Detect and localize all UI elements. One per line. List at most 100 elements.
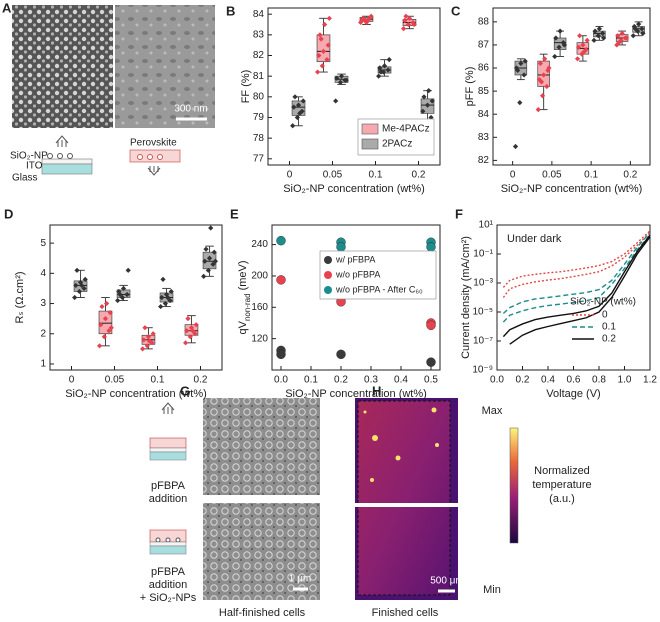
point bbox=[338, 73, 345, 79]
point bbox=[522, 58, 528, 64]
colorbar-min: Min bbox=[483, 584, 501, 596]
point bbox=[317, 32, 323, 38]
x-tick-label: 0.05 bbox=[323, 170, 343, 181]
legend-swatch bbox=[361, 123, 379, 135]
point bbox=[294, 114, 300, 121]
sem-image bbox=[203, 398, 320, 495]
point bbox=[576, 44, 582, 50]
point bbox=[276, 235, 286, 246]
point bbox=[160, 276, 166, 282]
x-tick-label: 0.2 bbox=[194, 375, 208, 386]
y-tick-label: 4 bbox=[40, 268, 46, 279]
point bbox=[147, 338, 153, 344]
point bbox=[426, 88, 432, 94]
y-axis-label: pFF (%) bbox=[464, 67, 476, 107]
x-tick-label: 0.0 bbox=[490, 375, 504, 386]
colorbar bbox=[509, 427, 519, 544]
plot-frame bbox=[492, 7, 651, 166]
point bbox=[553, 35, 559, 41]
point bbox=[73, 282, 79, 289]
point bbox=[206, 255, 213, 261]
panel-f: F 10⁻⁹ 10⁻⁷ 10⁻⁵ 10⁻³ 10⁻¹ 10¹ Current density … bbox=[455, 206, 657, 399]
line bbox=[502, 232, 651, 314]
point bbox=[360, 15, 366, 21]
point bbox=[581, 49, 587, 55]
y-tick-label: 160 bbox=[251, 302, 268, 313]
point bbox=[319, 63, 325, 69]
legend-label: 0.2 bbox=[602, 334, 616, 345]
point bbox=[616, 40, 622, 46]
panel-d: D 1 2 3 4 5 Rₛ (Ω.cm²) SiO₂-NP concentration (w… bbox=[4, 206, 223, 400]
y-tick-label: 10⁻³ bbox=[473, 278, 493, 289]
point bbox=[592, 28, 598, 34]
x-tick-label: 1.2 bbox=[643, 375, 657, 386]
point bbox=[184, 328, 190, 334]
condition-label: + SiO₂-NPs bbox=[140, 592, 197, 604]
point bbox=[615, 33, 621, 39]
x-axis-label: SiO₂-NP concentration (wt%) bbox=[283, 183, 425, 195]
point bbox=[208, 225, 214, 231]
x-tick-label: 0.1 bbox=[151, 375, 165, 386]
point bbox=[322, 21, 328, 28]
y-tick-label: 82 bbox=[253, 50, 265, 61]
point bbox=[297, 110, 303, 116]
scale-label: 300 nm bbox=[174, 104, 207, 115]
legend-swatch bbox=[361, 138, 379, 150]
thermal-area bbox=[357, 400, 451, 596]
x-tick-label: 0.2 bbox=[623, 170, 637, 181]
line bbox=[502, 234, 651, 323]
x-tick-label: 0.05 bbox=[542, 170, 562, 181]
line bbox=[509, 236, 651, 345]
panel-letter: B bbox=[226, 3, 235, 18]
point bbox=[183, 340, 189, 346]
y-tick-label: 240 bbox=[251, 239, 268, 250]
x-tick-label: 0 bbox=[510, 170, 516, 181]
point bbox=[102, 316, 109, 322]
point bbox=[144, 343, 150, 349]
x-tick-label: 0.4 bbox=[541, 375, 555, 386]
point bbox=[116, 288, 122, 295]
x-tick-label: 0.0 bbox=[274, 375, 288, 386]
panel-c: C 82 83 84 85 86 87 88 pFF (%) SiO₂-NP concentrat… bbox=[451, 3, 651, 195]
panel-letter: A bbox=[2, 0, 12, 15]
point bbox=[580, 42, 586, 48]
y-tick-label: 120 bbox=[251, 333, 268, 344]
scale-label: 1 μm bbox=[289, 574, 311, 585]
y-tick-label: 2 bbox=[40, 328, 46, 339]
x-axis-label: SiO₂-NP concentration (wt%) bbox=[285, 388, 427, 400]
point bbox=[420, 108, 426, 114]
x-tick-label: 0.8 bbox=[592, 375, 606, 386]
point bbox=[140, 346, 146, 352]
point bbox=[403, 13, 409, 19]
y-tick-label: 10¹ bbox=[479, 220, 494, 231]
y-axis-label: Current density (mA/cm²) bbox=[460, 236, 472, 359]
layer-label: ITO bbox=[26, 161, 43, 172]
condition-label: pFBPA bbox=[151, 480, 186, 492]
point bbox=[97, 343, 103, 349]
condition-label: pFBPA bbox=[151, 566, 186, 578]
point bbox=[421, 94, 427, 100]
point bbox=[117, 291, 123, 298]
point bbox=[521, 72, 527, 78]
y-tick-label: 5 bbox=[40, 238, 46, 249]
y-axis-label: FF (%) bbox=[240, 70, 252, 104]
point bbox=[165, 294, 171, 301]
point bbox=[193, 322, 199, 328]
point bbox=[316, 52, 322, 59]
point bbox=[77, 279, 84, 285]
sem-image bbox=[115, 5, 215, 128]
point bbox=[401, 26, 407, 32]
y-tick-label: 87 bbox=[478, 40, 490, 51]
point bbox=[632, 26, 639, 32]
point bbox=[385, 67, 391, 73]
point bbox=[358, 19, 364, 26]
point bbox=[141, 337, 147, 343]
point bbox=[295, 102, 302, 108]
y-tick-label: 1 bbox=[40, 359, 46, 370]
point bbox=[106, 328, 112, 334]
point bbox=[546, 65, 552, 71]
point bbox=[634, 28, 641, 34]
legend-label: w/ pFBPA bbox=[335, 254, 375, 264]
point bbox=[359, 17, 365, 23]
point bbox=[201, 273, 207, 279]
